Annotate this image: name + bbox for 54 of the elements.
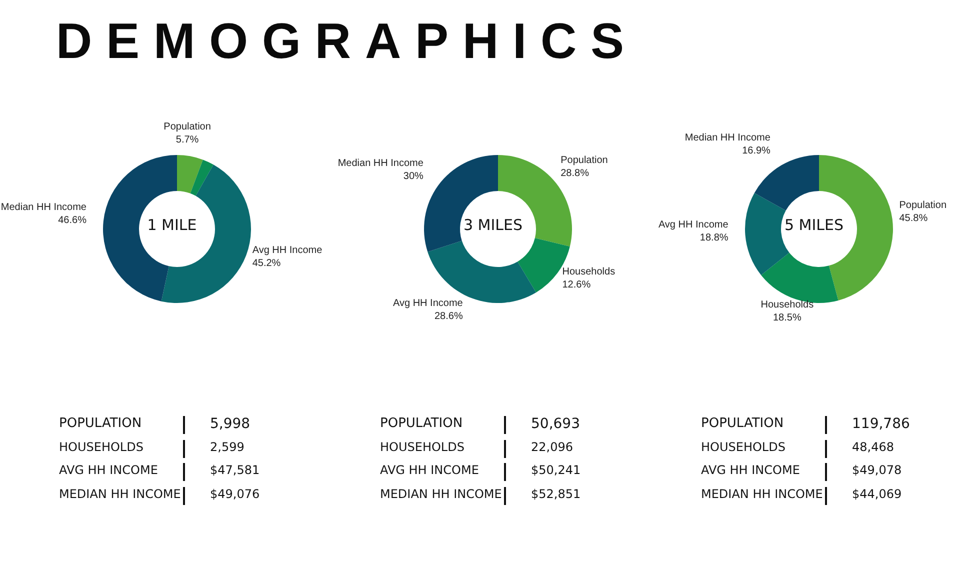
text: POPULATION xyxy=(59,416,142,431)
text: $52,851 xyxy=(531,486,581,500)
data-label: 5.7% xyxy=(176,134,199,146)
text: 3 MILES xyxy=(463,216,523,234)
slice-label: Median HH Income xyxy=(338,158,424,169)
text: $47,581 xyxy=(210,463,260,477)
text: 48,468 xyxy=(852,440,894,454)
slice-label: Avg HH Income xyxy=(393,298,464,310)
text: DEMOGRAPHICS xyxy=(56,12,638,70)
text: 5,998 xyxy=(210,416,250,432)
donut-slice xyxy=(190,160,214,196)
data-label: 28.8% xyxy=(560,168,590,180)
text: POPULATION xyxy=(701,416,784,431)
slice-label: Median HH Income xyxy=(0,202,87,214)
donut-slice xyxy=(177,155,203,194)
text: $49,076 xyxy=(210,486,260,500)
data-label: 45.2% xyxy=(252,258,281,269)
text: 50,693 xyxy=(531,416,580,432)
text: AVG HH INCOME xyxy=(701,463,800,477)
slice-label: Median HH Income xyxy=(684,132,771,144)
text: HOUSEHOLDS xyxy=(701,440,786,454)
slice-label: Households xyxy=(760,299,814,310)
text: MEDIAN HH INCOME xyxy=(59,486,181,500)
text: $49,078 xyxy=(852,463,902,477)
text: 22,096 xyxy=(531,440,573,454)
text: MEDIAN HH INCOME xyxy=(701,486,823,500)
text: 119,786 xyxy=(852,416,910,432)
text: AVG HH INCOME xyxy=(380,463,479,477)
text: 2,599 xyxy=(210,440,244,454)
text: HOUSEHOLDS xyxy=(380,440,464,454)
slice-label: Households xyxy=(562,266,616,278)
text: AVG HH INCOME xyxy=(59,463,158,477)
data-label: 28.6% xyxy=(434,311,463,322)
data-label: 18.5% xyxy=(772,312,802,324)
donut-slice xyxy=(754,155,819,210)
data-label: 30% xyxy=(403,170,424,182)
data-label: 12.6% xyxy=(562,280,591,291)
slice-label: Population xyxy=(899,200,947,211)
text: 5 MILES xyxy=(784,216,844,234)
slice-label: Population xyxy=(560,155,608,166)
text: 1 MILE xyxy=(147,216,197,234)
text: POPULATION xyxy=(380,416,463,431)
data-label: 46.6% xyxy=(58,215,87,226)
text: $50,241 xyxy=(531,463,581,477)
slice-label: Population xyxy=(164,121,211,132)
text: $44,069 xyxy=(852,486,902,500)
data-label: 18.8% xyxy=(700,232,728,244)
text: HOUSEHOLDS xyxy=(59,440,144,454)
slice-label: Avg HH Income xyxy=(658,220,729,231)
data-label: 45.8% xyxy=(899,212,928,224)
data-label: 16.9% xyxy=(742,146,771,157)
text: MEDIAN HH INCOME xyxy=(380,486,502,500)
slice-label: Avg HH Income xyxy=(252,244,323,256)
donut-slice xyxy=(161,164,251,303)
